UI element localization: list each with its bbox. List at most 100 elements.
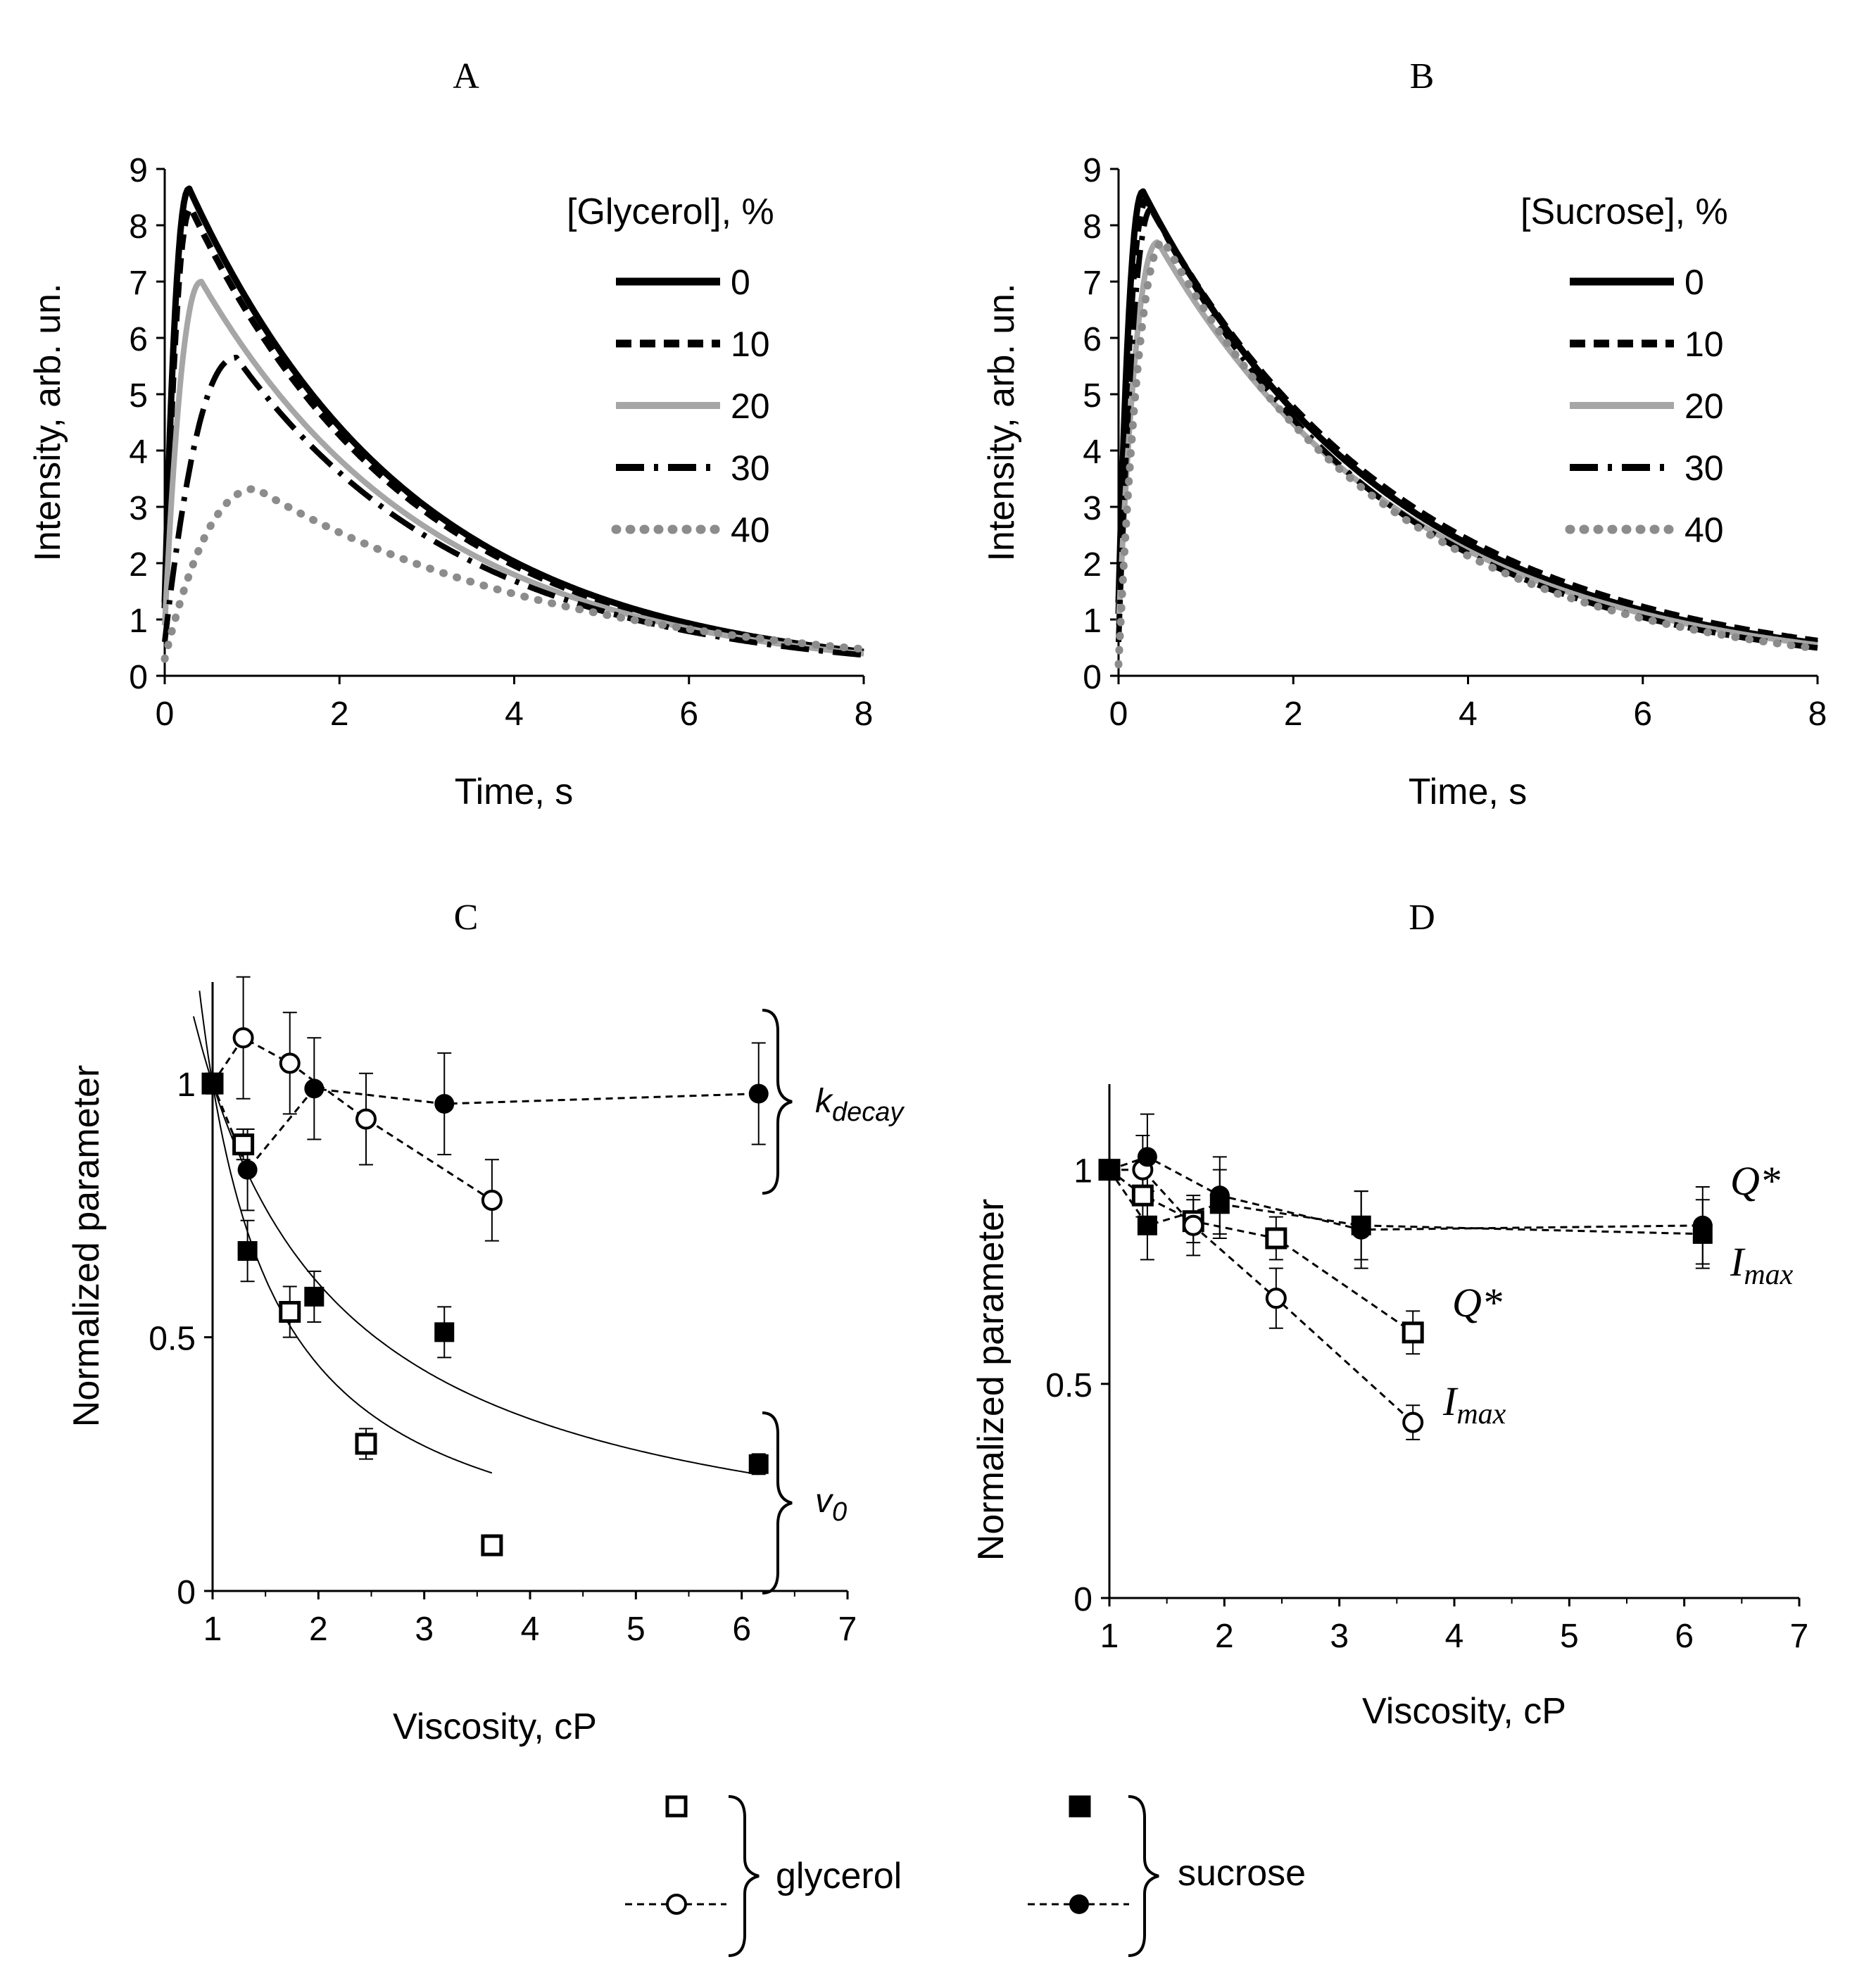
legend-title: [Sucrose], % [1520,191,1728,232]
y-tick-label: 5 [129,377,148,415]
legend: [Glycerol], % 0 10 20 30 40 [567,191,774,550]
y-tick-label: 4 [129,434,148,471]
imax-sucrose-annotation: Imax [1730,1239,1794,1291]
data-point [355,1433,377,1455]
series-group [192,976,769,1556]
panel-b: B 0 1 2 3 4 5 6 7 8 9 0 2 4 6 8 Intensity, arb. un. T… [981,56,1827,812]
sucrose-brace [1128,1795,1159,1957]
y-tick-label: 7 [1083,265,1102,302]
x-tick-label: 8 [1808,696,1827,733]
data-point [1100,1159,1119,1180]
data-point [1402,1321,1424,1344]
y-tick-label: 1 [1073,1153,1092,1190]
x-tick-label: 4 [1445,1618,1464,1655]
x-tick-label: 3 [1330,1618,1349,1655]
x-tick-label: 2 [1215,1618,1234,1655]
data-point [748,1454,769,1474]
y-ticks: 0 1 2 3 4 5 6 7 8 9 [129,152,165,696]
x-tick-label: 4 [505,696,524,733]
data-point [232,1133,255,1156]
data-point [1131,1184,1154,1207]
data-point [279,1052,301,1074]
v0-annotation: v0 [815,1483,847,1527]
legend-label-10: 10 [731,325,770,364]
series-line [1108,1169,1703,1235]
glycerol-brace [728,1795,760,1957]
sucrose-filled-circle-marker [1069,1894,1089,1914]
y-ticks: 00.51 [1045,1153,1109,1618]
y-tick-label: 1 [1083,603,1102,640]
glycerol-open-circle-marker [666,1894,687,1915]
y-tick-label: 0 [129,659,148,696]
data-point [1137,1215,1157,1235]
legend-label-30: 30 [1684,448,1724,488]
data-point [1265,1227,1287,1250]
y-tick-label: 6 [129,321,148,358]
data-point [237,1241,258,1262]
series-line [1109,1169,1414,1334]
x-ticks: 1 2 3 4 5 6 7 [1100,1598,1809,1655]
data-point [434,1094,455,1114]
y-ticks: 00.51 [149,1067,213,1611]
data-point [203,1074,222,1094]
series-group [1114,188,1822,669]
y-tick-label: 9 [1083,152,1102,189]
y-tick-label: 8 [129,208,148,246]
x-tick-label: 4 [521,1611,540,1648]
q-sucrose-annotation: Q* [1730,1158,1780,1204]
x-tick-label: 8 [855,696,874,733]
x-tick-label: 7 [838,1611,857,1648]
glycerol-legend-label: glycerol [776,1856,902,1896]
data-point [481,1189,503,1211]
y-axis-label: Intensity, arb. un. [981,283,1022,561]
y-tick-label: 3 [1083,490,1102,527]
x-tick-label: 7 [1790,1618,1809,1655]
x-ticks: 0 2 4 6 8 [1109,676,1827,733]
series-line-30 [162,355,865,658]
x-tick-label: 1 [1100,1618,1119,1655]
series-line-30 [1116,206,1819,651]
data-point [232,1027,254,1049]
legend-label-0: 0 [1684,263,1704,302]
x-ticks: 0 2 4 6 8 [156,676,874,733]
x-tick-label: 1 [203,1611,222,1648]
data-point [748,1083,769,1104]
series-line [1109,1169,1414,1423]
q-glycerol-annotation: Q* [1452,1280,1502,1326]
data-point [481,1534,503,1556]
x-tick-label: 2 [309,1611,328,1648]
y-tick-label: 6 [1083,321,1102,358]
y-tick-label: 1 [177,1067,196,1104]
v0-brace [762,1411,793,1594]
legend-label-10: 10 [1684,325,1724,364]
y-tick-label: 5 [1083,377,1102,415]
data-point [304,1078,325,1099]
legend-entries: 0 10 20 30 40 [611,263,770,550]
fit-curve [199,990,493,1474]
x-tick-label: 0 [1109,696,1128,733]
x-tick-label: 4 [1459,696,1478,733]
panel-label-a: A [453,56,479,96]
y-axis-label: Intensity, arb. un. [27,283,68,561]
y-tick-label: 0 [177,1574,196,1611]
data-point [1692,1215,1713,1235]
sucrose-filled-square-marker [1069,1795,1091,1818]
data-point [1209,1185,1230,1206]
kdecay-annotation: kdecay [815,1083,905,1127]
data-point [279,1301,301,1323]
data-point [355,1108,377,1130]
x-tick-label: 2 [330,696,349,733]
series-line-20 [1116,239,1819,648]
x-axis-label: Time, s [1409,772,1528,812]
panel-label-d: D [1409,898,1435,938]
legend-label-30: 30 [731,448,770,488]
series-line-10 [1115,196,1819,644]
legend: [Sucrose], % 0 10 20 30 40 [1520,191,1728,550]
data-point [1137,1147,1157,1167]
data-point [1351,1219,1371,1240]
marker-legend: glycerol sucrose [625,1795,1306,1957]
sucrose-legend-label: sucrose [1178,1853,1306,1894]
data-point [1402,1411,1424,1433]
